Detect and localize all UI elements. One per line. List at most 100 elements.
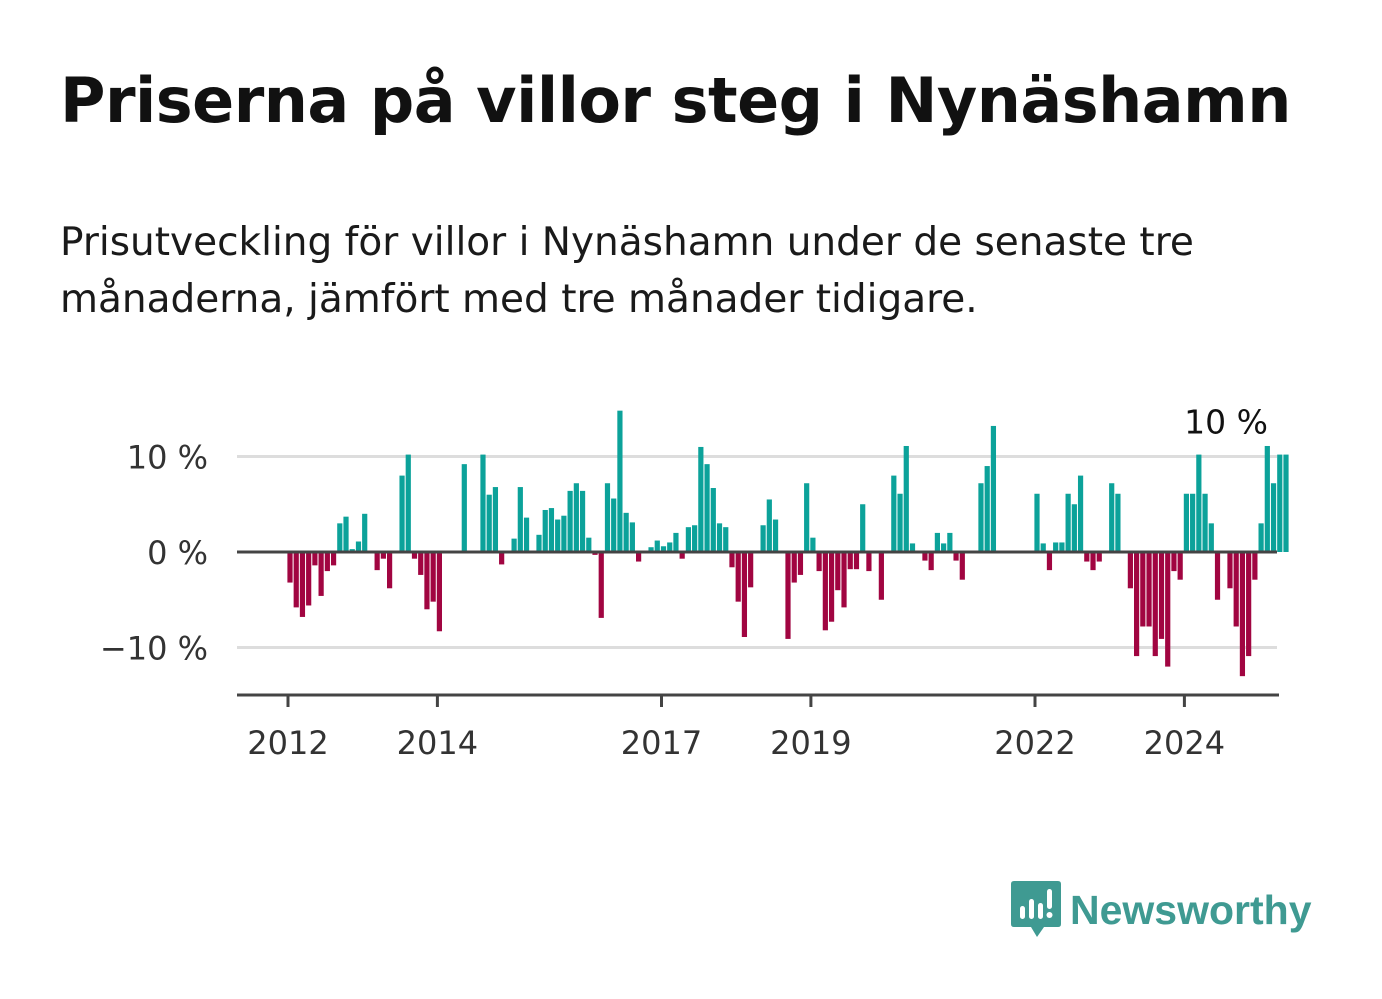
bar xyxy=(1084,552,1090,562)
bar xyxy=(922,552,928,561)
bar xyxy=(617,410,623,552)
bar xyxy=(1183,493,1189,553)
bar xyxy=(1252,552,1258,580)
bar xyxy=(461,464,467,552)
bar xyxy=(1059,542,1065,552)
bar xyxy=(804,483,810,552)
bar xyxy=(947,532,953,552)
bar xyxy=(604,483,611,552)
bar xyxy=(1214,552,1221,600)
bar xyxy=(673,532,679,552)
bar xyxy=(984,466,990,552)
bar xyxy=(542,509,548,552)
bar xyxy=(1040,543,1046,553)
bar xyxy=(399,475,405,552)
bar xyxy=(716,523,723,552)
bar xyxy=(835,552,841,591)
bar xyxy=(1090,552,1096,571)
bar xyxy=(878,552,884,600)
bar xyxy=(418,552,424,575)
x-axis-labels: 2012 2014 2017 2019 2022 2024 xyxy=(247,695,1225,762)
bar xyxy=(561,515,567,552)
bar xyxy=(1165,552,1171,667)
bar xyxy=(424,552,430,610)
bar xyxy=(772,519,779,552)
chart-subtitle: Prisutveckling för villor i Nynäshamn un… xyxy=(60,220,1194,322)
bar xyxy=(1283,454,1289,552)
bar xyxy=(636,552,642,562)
bar xyxy=(1177,552,1183,580)
bar xyxy=(337,523,343,552)
bar xyxy=(523,517,530,552)
bar xyxy=(343,516,349,552)
bar xyxy=(735,552,741,602)
bar xyxy=(903,445,909,552)
bar xyxy=(1264,445,1270,552)
y-tick-label: 0 % xyxy=(147,534,208,572)
bar xyxy=(430,552,436,602)
bar xyxy=(1115,493,1121,553)
bar xyxy=(679,552,685,559)
bar xyxy=(1277,454,1283,552)
bar xyxy=(841,552,847,608)
bar xyxy=(685,527,691,552)
bar xyxy=(648,547,654,552)
bar xyxy=(766,499,772,552)
bar xyxy=(816,552,822,572)
bar xyxy=(499,552,505,565)
bar xyxy=(511,538,517,552)
bars xyxy=(287,410,1289,677)
bar xyxy=(748,552,754,588)
bar xyxy=(810,537,816,553)
x-tick-label: 2022 xyxy=(994,724,1075,762)
x-tick-label: 2014 xyxy=(397,724,478,762)
bar xyxy=(990,425,997,552)
bar xyxy=(866,552,872,572)
bar xyxy=(598,552,604,618)
bar xyxy=(897,493,903,553)
bar xyxy=(860,504,866,552)
bar xyxy=(941,543,947,553)
chart-title: Priserna på villor steg i Nynäshamn xyxy=(60,64,1291,137)
bar xyxy=(828,552,835,622)
bar xyxy=(387,552,393,589)
bar xyxy=(934,532,940,552)
bar xyxy=(374,552,380,571)
bar xyxy=(492,487,499,552)
bar xyxy=(741,552,748,637)
bar xyxy=(1246,552,1252,657)
bar xyxy=(517,487,523,552)
bar xyxy=(611,498,617,552)
x-tick-label: 2017 xyxy=(621,724,702,762)
bar xyxy=(536,534,542,552)
bar xyxy=(1190,493,1196,553)
bar xyxy=(909,543,916,553)
bar xyxy=(1096,552,1102,562)
bar xyxy=(953,552,959,561)
newsworthy-logo-icon xyxy=(1011,881,1061,937)
bar xyxy=(293,552,299,608)
bar xyxy=(729,552,735,568)
bar xyxy=(1077,475,1084,552)
bar xyxy=(660,546,667,552)
bar xyxy=(555,519,561,552)
bar xyxy=(1152,552,1158,657)
bar xyxy=(480,454,486,552)
bar xyxy=(1071,504,1077,552)
bar xyxy=(573,483,579,552)
last-value-label: 10 % xyxy=(1184,403,1268,442)
bar xyxy=(667,542,673,552)
bar xyxy=(579,490,586,552)
bar xyxy=(1208,523,1214,552)
bar xyxy=(710,488,716,552)
bar xyxy=(1046,552,1053,571)
bar xyxy=(299,552,306,617)
bar xyxy=(548,508,555,552)
bar xyxy=(306,552,312,606)
bar xyxy=(287,552,293,583)
brand-name: Newsworthy xyxy=(1070,886,1312,933)
bar xyxy=(1134,552,1140,657)
bar xyxy=(1258,523,1264,552)
bar xyxy=(380,552,386,559)
bar xyxy=(1053,542,1059,552)
